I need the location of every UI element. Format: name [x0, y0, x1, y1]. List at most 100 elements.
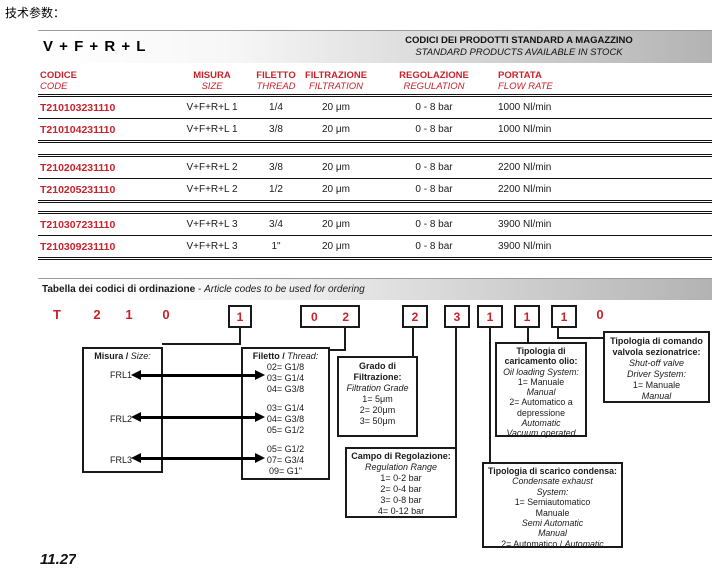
regulation-title-it: Campo di Regolazione:	[351, 451, 451, 461]
size-title-it: Misura /	[94, 351, 131, 361]
thread-options-frl1: 02= G1/8 03= G1/4 04= G3/8	[243, 362, 328, 395]
product-series-title: V + F + R + L	[43, 38, 147, 55]
condensate-option-en: Semi Automatic	[521, 518, 584, 529]
col-regulation-en: REGULATION	[403, 81, 465, 92]
cell-code: T210205231110	[40, 183, 116, 196]
shutoff-option: 1= Manuale	[632, 380, 681, 390]
connector-line	[344, 327, 346, 351]
code-box-oil-loading: 1	[514, 305, 540, 328]
cell-code: T210309231110	[40, 240, 116, 253]
cell-flowrate: 3900 Nl/min	[498, 219, 552, 230]
thread-option: 09= G1"	[269, 466, 302, 476]
page-number: 11.27	[40, 551, 77, 565]
thread-option: 04= G3/8	[266, 414, 305, 424]
oil-loading-box: Tipologia di caricamento olio: Oil loadi…	[495, 342, 587, 439]
oil-option: 2= Automatico a	[509, 397, 573, 408]
size-legend-title: Misura / Size:	[84, 351, 161, 362]
thread-title-en: Thread:	[287, 351, 319, 361]
code-char: 1	[523, 309, 531, 324]
col-thread-en: THREAD	[256, 81, 296, 92]
table-row: T210204231110 V+F+R+L 2 3/8 20 μm 0 - 8 …	[38, 157, 712, 178]
cell-regulation: 0 - 8 bar	[415, 219, 453, 230]
stock-note-it: CODICI DEI PRODOTTI STANDARD A MAGAZZINO	[405, 35, 633, 46]
condensate-option: 1= Semiautomatico	[514, 497, 591, 508]
thread-title-it: Filetto /	[252, 351, 288, 361]
filtration-option: 1= 5μm	[362, 394, 393, 404]
filtration-grade-box: Grado di Filtrazione: Filtration Grade 1…	[337, 356, 418, 437]
code-char: 0	[311, 309, 318, 324]
col-filtration-it: FILTRAZIONE	[304, 70, 368, 81]
col-flowrate-it: PORTATA	[498, 70, 542, 81]
regulation-option: 2= 0-4 bar	[380, 484, 422, 494]
table-group-size2: T210204231110 V+F+R+L 2 3/8 20 μm 0 - 8 …	[38, 154, 712, 203]
cell-flowrate: 2200 Nl/min	[498, 162, 552, 173]
thread-option: 07= G3/4	[266, 455, 305, 465]
cell-flowrate: 3900 Nl/min	[498, 241, 552, 252]
condensate-title-en2: System:	[536, 486, 569, 497]
cell-flowrate: 2200 Nl/min	[498, 184, 552, 195]
cell-flowrate: 1000 Nl/min	[498, 124, 552, 135]
cell-thread: 1/4	[269, 102, 283, 113]
stock-availability-note: CODICI DEI PRODOTTI STANDARD A MAGAZZINO…	[354, 35, 684, 59]
cell-regulation: 0 - 8 bar	[415, 241, 453, 252]
code-char: 1	[125, 307, 133, 322]
condensate-option-it: 2= Automatico /	[501, 538, 565, 549]
oil-option-en: Manual	[526, 387, 556, 398]
cell-flowrate: 1000 Nl/min	[498, 102, 552, 113]
cell-size: V+F+R+L 2	[186, 162, 238, 173]
column-header-regulation: REGOLAZIONE REGULATION	[372, 70, 496, 94]
filtration-title-en: Filtration Grade	[346, 383, 409, 393]
table-row: T210309231110 V+F+R+L 3 1" 20 μm 0 - 8 b…	[38, 235, 712, 257]
cell-regulation: 0 - 8 bar	[415, 184, 453, 195]
cell-filtration: 20 μm	[322, 219, 350, 230]
cell-size: V+F+R+L 1	[186, 124, 238, 135]
cell-code: T210104231110	[40, 123, 116, 136]
oil-option-en: Vacuum operated	[506, 428, 576, 439]
shutoff-option-en: Manual	[641, 391, 672, 401]
cell-thread: 3/8	[269, 124, 283, 135]
cell-thread: 3/4	[269, 219, 283, 230]
oil-option: 1= Manuale	[517, 376, 565, 387]
col-size-it: MISURA	[193, 70, 231, 81]
cell-code: T210103231110	[40, 101, 116, 114]
code-box-shutoff: 1	[551, 305, 577, 328]
condensate-title-it: Tipologia di scarico condensa:	[488, 466, 617, 476]
connector-line	[162, 343, 241, 345]
cell-regulation: 0 - 8 bar	[415, 162, 453, 173]
connector-line	[557, 327, 559, 339]
condensate-title-en1: Condensate exhaust	[512, 476, 593, 487]
regulation-option: 4= 0-12 bar	[377, 506, 425, 516]
code-char: T	[53, 307, 61, 322]
regulation-title-en: Regulation Range	[364, 462, 438, 472]
condensate-option: 2= Automatico / Automatic	[484, 539, 621, 549]
double-arrow-icon	[131, 370, 265, 379]
code-char: 0	[596, 307, 604, 322]
col-code-it: CODICE	[40, 70, 77, 81]
code-char: 2	[93, 307, 101, 322]
ordering-title-en: Article codes to be used for ordering	[204, 284, 365, 295]
thread-option: 05= G1/2	[266, 444, 305, 454]
condensate-option-en: Manual	[538, 528, 567, 539]
shutoff-title-en2: Driver System:	[626, 369, 686, 379]
thread-option: 03= G1/4	[266, 403, 305, 413]
col-flowrate-en: FLOW RATE	[498, 81, 553, 92]
regulation-option: 1= 0-2 bar	[380, 473, 422, 483]
connector-line	[239, 327, 241, 345]
code-box-regulation: 3	[444, 305, 470, 328]
stock-note-en: STANDARD PRODUCTS AVAILABLE IN STOCK	[415, 47, 623, 58]
code-box-condensate: 1	[477, 305, 503, 328]
connector-line	[489, 327, 491, 463]
code-box-size: 1	[228, 305, 252, 328]
table-group-size3: T210307231110 V+F+R+L 3 3/4 20 μm 0 - 8 …	[38, 211, 712, 260]
cell-size: V+F+R+L 1	[186, 102, 238, 113]
cell-thread: 1/2	[269, 184, 283, 195]
thread-options-frl3: 05= G1/2 07= G3/4 09= G1"	[243, 444, 328, 477]
double-arrow-icon	[131, 453, 265, 462]
regulation-option: 3= 0-8 bar	[380, 495, 422, 505]
ordering-title-it: Tabella dei codici di ordinazione	[42, 284, 196, 295]
code-char: 1	[560, 309, 568, 324]
page-title: 技术参数：	[5, 6, 66, 20]
cell-size: V+F+R+L 2	[186, 184, 238, 195]
